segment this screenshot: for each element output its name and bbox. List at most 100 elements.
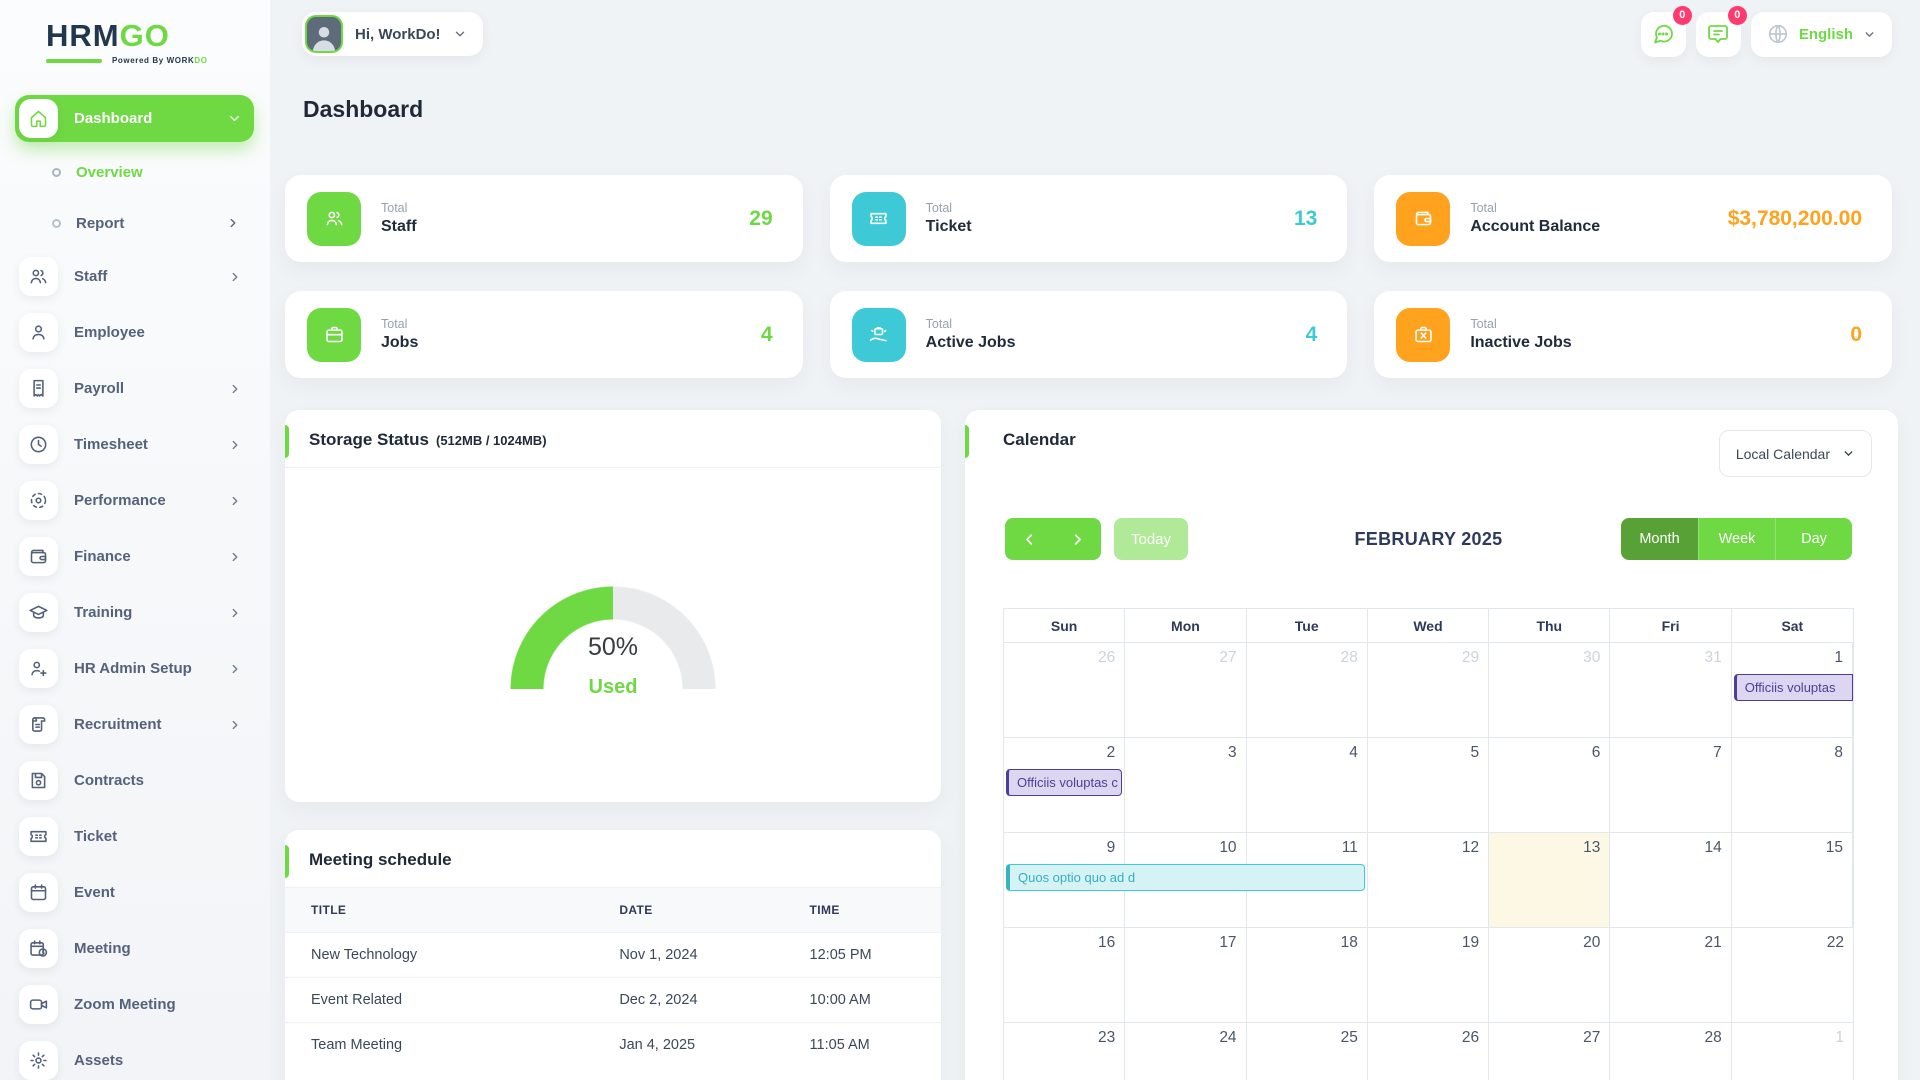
accent-bar: [965, 425, 969, 458]
page-title: Dashboard: [303, 96, 424, 122]
storage-status-card: Storage Status (512MB / 1024MB) 50% Used: [285, 410, 941, 802]
calendar-day-cell[interactable]: 2: [1004, 738, 1126, 832]
sidebar-item-dashboard[interactable]: Dashboard: [15, 95, 254, 142]
sidebar-item-assets[interactable]: Assets: [15, 1037, 254, 1080]
sidebar-item-timesheet[interactable]: Timesheet: [15, 421, 254, 468]
next-month-button[interactable]: [1053, 518, 1101, 560]
calendar-day-cell[interactable]: 22: [1732, 928, 1853, 1022]
calendar-day-cell[interactable]: 27: [1489, 1023, 1611, 1080]
sidebar-item-contracts[interactable]: Contracts: [15, 757, 254, 804]
sidebar-item-ticket[interactable]: Ticket: [15, 813, 254, 860]
calendar-day-cell[interactable]: 18: [1247, 928, 1368, 1022]
calendar-day-cell[interactable]: 27: [1125, 643, 1247, 737]
calendar-day-cell[interactable]: 5: [1368, 738, 1490, 832]
calendar-day-cell[interactable]: 16: [1004, 928, 1126, 1022]
calendar-day-cell[interactable]: 13: [1489, 833, 1611, 927]
meeting-column-header: TITLE: [285, 888, 594, 933]
sidebar-subitem-report[interactable]: Report: [15, 202, 254, 244]
prev-month-button[interactable]: [1005, 518, 1053, 560]
briefcase-icon: [307, 307, 361, 362]
calendar-day-cell[interactable]: 25: [1247, 1023, 1368, 1080]
calendar-day-cell[interactable]: 31: [1610, 643, 1732, 737]
day-number: 23: [1098, 1029, 1116, 1046]
weekday-label: Tue: [1247, 609, 1368, 642]
calendar-day-cell[interactable]: 11: [1247, 833, 1368, 927]
calendar-event[interactable]: Officiis voluptas: [1733, 674, 1853, 701]
calendar-day-cell[interactable]: 7: [1610, 738, 1732, 832]
meeting-table: TITLE DATE TIME New Technology Nov 1, 2024 1…: [285, 888, 941, 1067]
sidebar-item-label: Contracts: [74, 772, 145, 789]
calendar-event[interactable]: Quos optio quo ad d: [1006, 864, 1365, 891]
storage-gauge: 50% Used: [510, 586, 716, 698]
day-number: 26: [1461, 1029, 1480, 1046]
sidebar-item-payroll[interactable]: Payroll: [15, 365, 254, 412]
sidebar-item-hr-admin-setup[interactable]: HR Admin Setup: [15, 645, 254, 692]
calendar-day-cell[interactable]: 6: [1489, 738, 1611, 832]
chevron-right-icon: [228, 606, 242, 620]
meeting-cell: Team Meeting: [285, 1022, 594, 1067]
sidebar-item-label: HR Admin Setup: [74, 660, 192, 677]
calendar-day-cell[interactable]: 15: [1732, 833, 1853, 927]
sidebar-item-label: Employee: [74, 324, 145, 341]
calendar-day-cell[interactable]: 1: [1732, 1023, 1853, 1080]
notifications-button[interactable]: 0: [1695, 5, 1747, 57]
calendar-day-cell[interactable]: 29: [1368, 643, 1490, 737]
calendar-day-cell[interactable]: 14: [1610, 833, 1732, 927]
meeting-cell: Event Related: [285, 977, 594, 1023]
sidebar-item-recruitment[interactable]: Recruitment: [15, 701, 254, 748]
sidebar-item-zoom-meeting[interactable]: Zoom Meeting: [15, 981, 254, 1028]
logo-tagline: Powered By WORKDO: [46, 56, 216, 65]
day-number: 1: [1835, 1029, 1844, 1046]
storage-card-header: Storage Status (512MB / 1024MB): [285, 410, 941, 468]
sidebar-item-staff[interactable]: Staff: [15, 253, 254, 300]
view-button-month[interactable]: Month: [1621, 518, 1698, 560]
gauge-arc: [510, 586, 716, 689]
calendar-day-cell[interactable]: 26: [1004, 643, 1126, 737]
sidebar-item-training[interactable]: Training: [15, 589, 254, 636]
user-icon: [19, 313, 58, 352]
sidebar-item-meeting[interactable]: Meeting: [15, 925, 254, 972]
today-button[interactable]: Today: [1114, 518, 1188, 560]
user-menu-button[interactable]: Hi, WorkDo!: [302, 12, 483, 56]
meeting-column-header: TIME: [783, 888, 941, 933]
view-button-day[interactable]: Day: [1775, 518, 1852, 560]
calendar-day-cell[interactable]: 28: [1610, 1023, 1732, 1080]
sidebar-item-label: Finance: [74, 548, 131, 565]
sidebar-item-employee[interactable]: Employee: [15, 309, 254, 356]
calendar-day-cell[interactable]: 24: [1125, 1023, 1247, 1080]
day-number: 5: [1470, 744, 1480, 761]
view-button-week[interactable]: Week: [1698, 518, 1775, 560]
chevron-right-icon: [228, 270, 242, 284]
chevron-right-icon: [228, 382, 242, 396]
calendar-day-cell[interactable]: 17: [1125, 928, 1247, 1022]
language-selector[interactable]: English: [1750, 11, 1892, 57]
calendar-day-cell[interactable]: 3: [1125, 738, 1247, 832]
calendar-day-cell[interactable]: 8: [1732, 738, 1853, 832]
stat-card-caption: Total: [1470, 317, 1497, 331]
calendar-day-cell[interactable]: 20: [1489, 928, 1611, 1022]
calendar-day-cell[interactable]: 19: [1368, 928, 1490, 1022]
calendar-day-cell[interactable]: 30: [1489, 643, 1611, 737]
day-number: 28: [1704, 1029, 1722, 1046]
calendar-day-cell[interactable]: 26: [1368, 1023, 1490, 1080]
sidebar-item-event[interactable]: Event: [15, 869, 254, 916]
calendar-day-cell[interactable]: 12: [1368, 833, 1490, 927]
sidebar-subitem-overview[interactable]: Overview: [15, 151, 254, 193]
meeting-row[interactable]: Team Meeting Jan 4, 2025 11:05 AM: [285, 1022, 941, 1067]
calendar-day-cell[interactable]: 4: [1247, 738, 1368, 832]
stat-card-label: Inactive Jobs: [1470, 334, 1572, 351]
accent-bar: [285, 845, 289, 878]
calendar-day-cell[interactable]: 23: [1004, 1023, 1126, 1080]
sidebar: HRMGO Powered By WORKDO Dashboard Overvie…: [0, 0, 270, 1080]
meeting-row[interactable]: New Technology Nov 1, 2024 12:05 PM: [285, 932, 941, 978]
calendar-day-cell[interactable]: 28: [1247, 643, 1368, 737]
sidebar-item-performance[interactable]: Performance: [15, 477, 254, 524]
sidebar-item-finance[interactable]: Finance: [15, 533, 254, 580]
calendar-source-select[interactable]: Local Calendar: [1718, 430, 1872, 477]
meeting-row[interactable]: Event Related Dec 2, 2024 10:00 AM: [285, 977, 941, 1023]
calendar-day-cell[interactable]: 21: [1610, 928, 1732, 1022]
day-number: 31: [1704, 649, 1722, 666]
calendar-event[interactable]: Officiis voluptas c: [1006, 769, 1123, 796]
messages-button[interactable]: 0: [1640, 5, 1692, 57]
weekday-label: Fri: [1610, 609, 1732, 642]
